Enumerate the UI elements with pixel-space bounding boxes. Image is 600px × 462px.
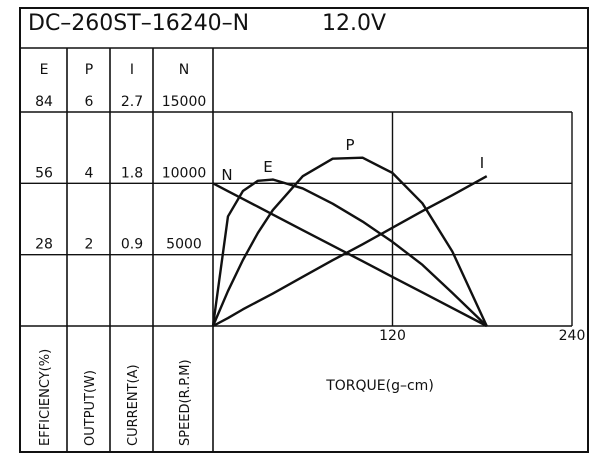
x-tick-label: 240: [559, 328, 586, 344]
series-label: E: [263, 158, 272, 176]
axis-header: E: [40, 62, 49, 78]
series-label: N: [221, 166, 232, 184]
frame: [19, 7, 589, 453]
y-tick-label: 10000: [162, 165, 207, 181]
x-axis-label: TORQUE(g–cm): [325, 378, 434, 394]
y-tick-label: 2.7: [121, 94, 143, 110]
axis-header: N: [179, 62, 189, 78]
y-tick-label: 15000: [162, 94, 207, 110]
y-axis-label: SPEED(R.P.M): [178, 359, 193, 446]
series-line: [211, 156, 488, 327]
axis-header: I: [130, 62, 134, 78]
y-tick-label: 1.8: [121, 165, 143, 181]
y-tick-label: 4: [85, 165, 94, 181]
y-tick-label: 5000: [166, 237, 202, 253]
series-label: I: [480, 154, 484, 172]
y-tick-label: 56: [35, 165, 53, 181]
series-line: [212, 182, 488, 328]
y-tick-label: 0.9: [121, 237, 143, 253]
y-axis-label: OUTPUT(W): [83, 370, 98, 446]
y-tick-label: 2: [85, 237, 94, 253]
series-line: [212, 175, 488, 328]
chart-subtitle: 12.0V: [322, 11, 386, 36]
y-tick-label: 84: [35, 94, 53, 110]
chart-title: DC–260ST–16240–N: [28, 11, 249, 36]
y-tick-label: 28: [35, 237, 53, 253]
y-axis-label: CURRENT(A): [126, 364, 141, 446]
x-tick-label: 120: [379, 328, 406, 344]
series-label: P: [345, 136, 354, 154]
axis-header: P: [85, 62, 93, 78]
y-axis-label: EFFICIENCY(%): [38, 349, 53, 446]
series-line: [211, 178, 488, 327]
y-tick-label: 6: [85, 94, 94, 110]
